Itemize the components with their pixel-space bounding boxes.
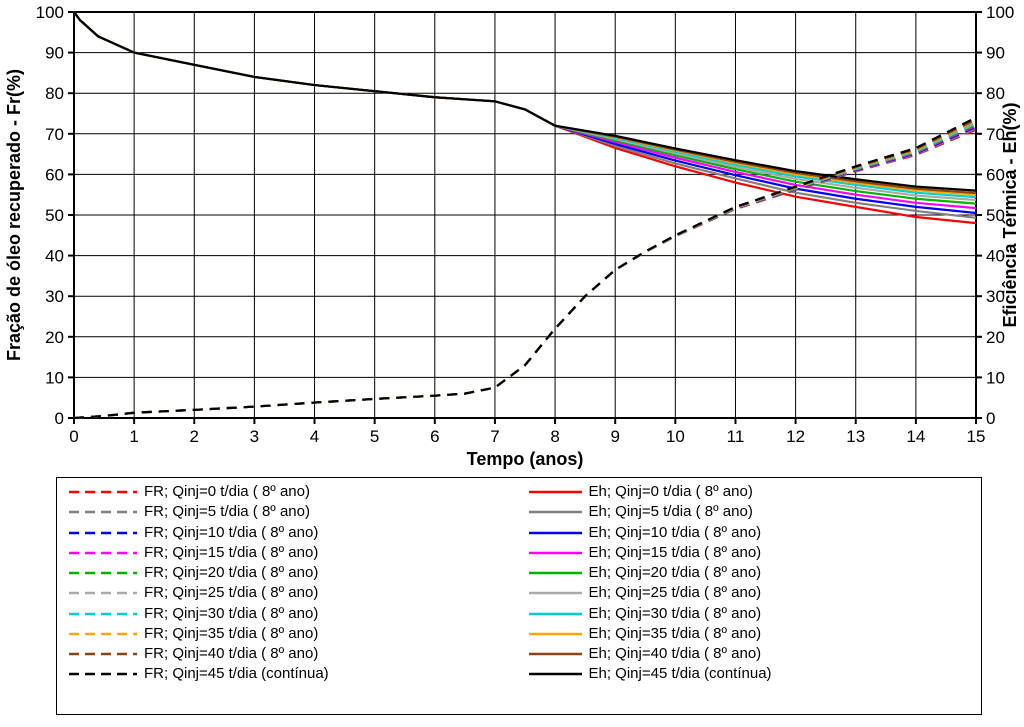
fr-series-q25 bbox=[74, 123, 976, 418]
legend-label-eh: Eh; Qinj=5 t/dia ( 8º ano) bbox=[587, 502, 972, 522]
svg-text:3: 3 bbox=[250, 427, 259, 446]
svg-text:40: 40 bbox=[45, 247, 64, 266]
eh-series-q30 bbox=[74, 12, 976, 197]
svg-text:30: 30 bbox=[45, 287, 64, 306]
legend-label-fr: FR; Qinj=25 t/dia ( 8º ano) bbox=[142, 583, 527, 603]
svg-text:13: 13 bbox=[846, 427, 865, 446]
svg-text:70: 70 bbox=[45, 125, 64, 144]
fr-series-q15 bbox=[74, 126, 976, 418]
svg-text:100: 100 bbox=[36, 3, 64, 22]
axis-ticks: 0123456789101112131415001010202030304040… bbox=[36, 3, 1015, 446]
legend-swatch-dashed bbox=[67, 503, 142, 521]
legend-label-fr: FR; Qinj=5 t/dia ( 8º ano) bbox=[142, 502, 527, 522]
legend-label-fr: FR; Qinj=20 t/dia ( 8º ano) bbox=[142, 563, 527, 583]
svg-text:100: 100 bbox=[986, 3, 1014, 22]
svg-text:12: 12 bbox=[786, 427, 805, 446]
legend-swatch-solid bbox=[527, 584, 587, 602]
legend-swatch-solid bbox=[527, 645, 587, 663]
fr-series-q20 bbox=[74, 124, 976, 418]
legend: FR; Qinj=0 t/dia ( 8º ano) Eh; Qinj=0 t/d… bbox=[56, 477, 982, 715]
legend-swatch-dashed bbox=[67, 645, 142, 663]
x-axis-title: Tempo (anos) bbox=[467, 449, 584, 469]
svg-text:14: 14 bbox=[906, 427, 925, 446]
legend-swatch-dashed bbox=[67, 483, 142, 501]
fr-series-q45 bbox=[74, 118, 976, 418]
svg-text:80: 80 bbox=[986, 84, 1005, 103]
svg-text:1: 1 bbox=[129, 427, 138, 446]
svg-text:0: 0 bbox=[986, 409, 995, 428]
svg-text:50: 50 bbox=[45, 206, 64, 225]
grid bbox=[74, 12, 976, 418]
svg-text:15: 15 bbox=[967, 427, 986, 446]
legend-label-fr: FR; Qinj=40 t/dia ( 8º ano) bbox=[142, 644, 527, 664]
legend-label-eh: Eh; Qinj=30 t/dia ( 8º ano) bbox=[587, 604, 972, 624]
legend-label-eh: Eh; Qinj=0 t/dia ( 8º ano) bbox=[587, 482, 972, 502]
legend-swatch-dashed bbox=[67, 564, 142, 582]
svg-text:80: 80 bbox=[45, 84, 64, 103]
legend-label-eh: Eh; Qinj=25 t/dia ( 8º ano) bbox=[587, 583, 972, 603]
svg-text:9: 9 bbox=[610, 427, 619, 446]
legend-swatch-dashed bbox=[67, 524, 142, 542]
svg-text:10: 10 bbox=[986, 368, 1005, 387]
svg-text:10: 10 bbox=[666, 427, 685, 446]
svg-text:8: 8 bbox=[550, 427, 559, 446]
legend-swatch-solid bbox=[527, 665, 587, 683]
svg-text:20: 20 bbox=[986, 328, 1005, 347]
svg-text:4: 4 bbox=[310, 427, 319, 446]
legend-swatch-dashed bbox=[67, 625, 142, 643]
legend-swatch-solid bbox=[527, 524, 587, 542]
legend-label-fr: FR; Qinj=10 t/dia ( 8º ano) bbox=[142, 523, 527, 543]
legend-swatch-dashed bbox=[67, 665, 142, 683]
legend-swatch-dashed bbox=[67, 584, 142, 602]
svg-text:60: 60 bbox=[45, 165, 64, 184]
line-chart: 0123456789101112131415001010202030304040… bbox=[0, 0, 1024, 475]
svg-text:11: 11 bbox=[727, 427, 745, 446]
legend-swatch-solid bbox=[527, 564, 587, 582]
svg-text:0: 0 bbox=[69, 427, 78, 446]
legend-label-fr: FR; Qinj=45 t/dia (contínua) bbox=[142, 664, 527, 684]
svg-text:90: 90 bbox=[986, 44, 1005, 63]
svg-text:5: 5 bbox=[370, 427, 379, 446]
svg-text:20: 20 bbox=[45, 328, 64, 347]
svg-text:6: 6 bbox=[430, 427, 439, 446]
legend-swatch-solid bbox=[527, 483, 587, 501]
svg-text:10: 10 bbox=[45, 368, 64, 387]
eh-series-q45 bbox=[74, 12, 976, 191]
eh-series-q5 bbox=[74, 12, 976, 218]
legend-swatch-solid bbox=[527, 544, 587, 562]
fr-series-q35 bbox=[74, 121, 976, 418]
legend-swatch-dashed bbox=[67, 605, 142, 623]
legend-label-eh: Eh; Qinj=20 t/dia ( 8º ano) bbox=[587, 563, 972, 583]
legend-label-eh: Eh; Qinj=15 t/dia ( 8º ano) bbox=[587, 543, 972, 563]
y-axis-right-title: Eficiência Térmica - Eh(%) bbox=[1000, 102, 1020, 327]
svg-text:2: 2 bbox=[190, 427, 199, 446]
legend-label-eh: Eh; Qinj=45 t/dia (contínua) bbox=[587, 664, 972, 684]
legend-label-eh: Eh; Qinj=40 t/dia ( 8º ano) bbox=[587, 644, 972, 664]
legend-swatch-solid bbox=[527, 503, 587, 521]
eh-series-q35 bbox=[74, 12, 976, 195]
svg-text:0: 0 bbox=[55, 409, 64, 428]
legend-label-fr: FR; Qinj=0 t/dia ( 8º ano) bbox=[142, 482, 527, 502]
svg-text:7: 7 bbox=[490, 427, 499, 446]
legend-label-fr: FR; Qinj=30 t/dia ( 8º ano) bbox=[142, 604, 527, 624]
legend-label-fr: FR; Qinj=15 t/dia ( 8º ano) bbox=[142, 543, 527, 563]
legend-label-eh: Eh; Qinj=35 t/dia ( 8º ano) bbox=[587, 624, 972, 644]
fr-series-q30 bbox=[74, 122, 976, 418]
legend-label-fr: FR; Qinj=35 t/dia ( 8º ano) bbox=[142, 624, 527, 644]
legend-swatch-solid bbox=[527, 625, 587, 643]
legend-swatch-solid bbox=[527, 605, 587, 623]
y-axis-left-title: Fração de óleo recuperado - Fr(%) bbox=[4, 69, 24, 361]
legend-swatch-dashed bbox=[67, 544, 142, 562]
fr-series-q40 bbox=[74, 120, 976, 418]
legend-label-eh: Eh; Qinj=10 t/dia ( 8º ano) bbox=[587, 523, 972, 543]
svg-text:90: 90 bbox=[45, 44, 64, 63]
eh-series-q40 bbox=[74, 12, 976, 193]
